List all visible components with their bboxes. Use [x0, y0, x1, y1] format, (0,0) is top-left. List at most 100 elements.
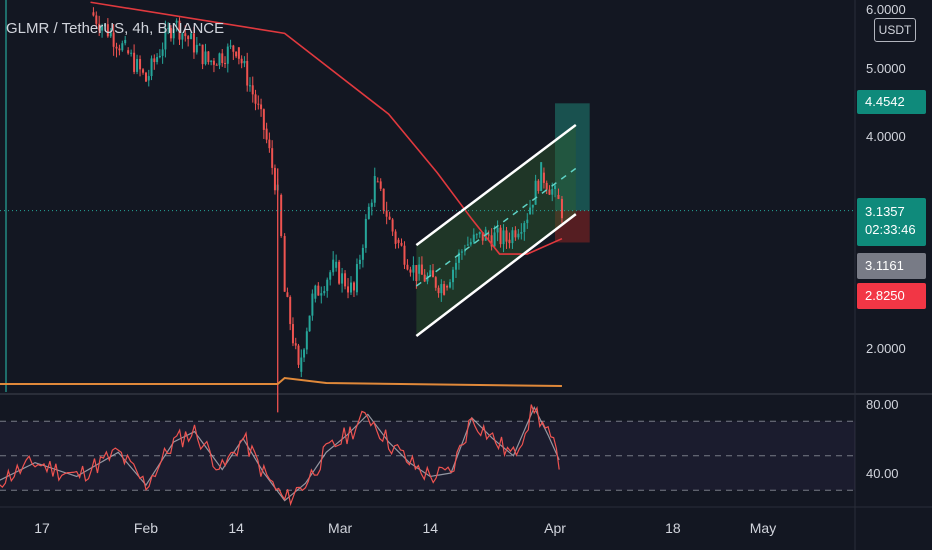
candle	[164, 20, 167, 58]
candle	[243, 56, 246, 68]
time-axis-tick-label: Apr	[544, 520, 566, 536]
candle-body	[158, 55, 161, 58]
candle	[115, 42, 118, 58]
candle-body	[257, 103, 260, 105]
candle-body	[403, 245, 406, 265]
candle-body	[178, 20, 181, 40]
candle	[397, 237, 400, 249]
candle-body	[221, 53, 224, 64]
candle	[226, 43, 229, 73]
candle	[289, 295, 292, 331]
candle	[388, 211, 391, 220]
candle	[415, 265, 418, 289]
candle-body	[493, 232, 496, 247]
rsi-band	[0, 421, 855, 491]
candle-body	[243, 60, 246, 64]
candle	[201, 44, 204, 70]
candle	[347, 278, 350, 299]
candle-body	[118, 48, 121, 51]
candle	[246, 52, 249, 92]
candle-body	[534, 180, 537, 205]
candle-body	[412, 265, 415, 273]
candle	[147, 69, 150, 87]
candle	[481, 232, 484, 245]
time-axis-tick-label: 17	[34, 520, 50, 536]
candle	[403, 241, 406, 269]
candle-body	[224, 63, 227, 65]
candle-body	[531, 204, 534, 208]
candle-body	[271, 148, 274, 168]
candle-body	[466, 244, 469, 246]
candle-body	[240, 58, 243, 64]
candle-body	[161, 49, 164, 56]
candle-body	[210, 60, 213, 62]
candle-body	[434, 277, 437, 288]
candle	[112, 24, 115, 56]
candle	[158, 49, 161, 59]
candle	[344, 270, 347, 290]
candle-body	[469, 242, 472, 245]
candle-body	[283, 236, 286, 292]
currency-selector[interactable]: USDT	[874, 18, 916, 42]
candle	[376, 177, 379, 183]
candle-body	[226, 46, 229, 64]
candle-body	[172, 28, 175, 39]
candle-body	[198, 44, 201, 46]
candle	[271, 140, 274, 175]
candle-body	[429, 270, 432, 276]
candle-body	[212, 60, 215, 65]
candle	[379, 178, 382, 192]
rsi-axis-tick-label: 80.00	[866, 397, 899, 412]
candle-body	[341, 273, 344, 284]
candle	[172, 25, 175, 45]
candle-body	[273, 167, 276, 191]
candle	[207, 51, 210, 65]
candle	[92, 7, 95, 17]
candle-body	[300, 357, 303, 372]
time-axis-tick-label: 14	[422, 520, 438, 536]
candle	[540, 162, 543, 192]
candle	[557, 188, 560, 200]
candle	[466, 236, 469, 247]
candle-body	[246, 60, 249, 86]
candle	[534, 174, 537, 205]
candle-body	[289, 296, 292, 325]
candle	[452, 266, 455, 290]
candle	[150, 55, 153, 81]
candle	[542, 167, 545, 189]
rsi-axis-tick-label: 40.00	[866, 466, 899, 481]
candle-body	[121, 43, 124, 51]
candle	[121, 40, 124, 52]
candle	[240, 55, 243, 69]
candle-body	[432, 270, 435, 278]
candle-body	[460, 251, 463, 253]
candle-body	[109, 32, 112, 37]
candle	[505, 226, 508, 249]
candle-body	[139, 59, 142, 70]
candle	[229, 39, 232, 50]
candle	[460, 249, 463, 260]
candle-body	[106, 24, 109, 37]
candle-body	[237, 47, 240, 59]
candle	[195, 36, 198, 55]
candle	[139, 55, 142, 77]
candle	[364, 214, 367, 253]
candle-body	[127, 50, 130, 54]
candle	[210, 60, 213, 66]
channel-upper-line	[415, 123, 577, 247]
candle-body	[254, 94, 257, 104]
candle	[109, 28, 112, 38]
candle-body	[169, 28, 172, 39]
candle	[178, 17, 181, 46]
candle-body	[329, 272, 332, 280]
candle-body	[446, 285, 449, 288]
candle	[308, 315, 311, 332]
candle	[508, 232, 511, 249]
price-axis-tick-label: 2.0000	[866, 341, 906, 356]
time-axis-tick-label: 14	[228, 520, 244, 536]
candle-body	[367, 206, 370, 219]
candle	[531, 204, 534, 215]
candle	[418, 256, 421, 281]
